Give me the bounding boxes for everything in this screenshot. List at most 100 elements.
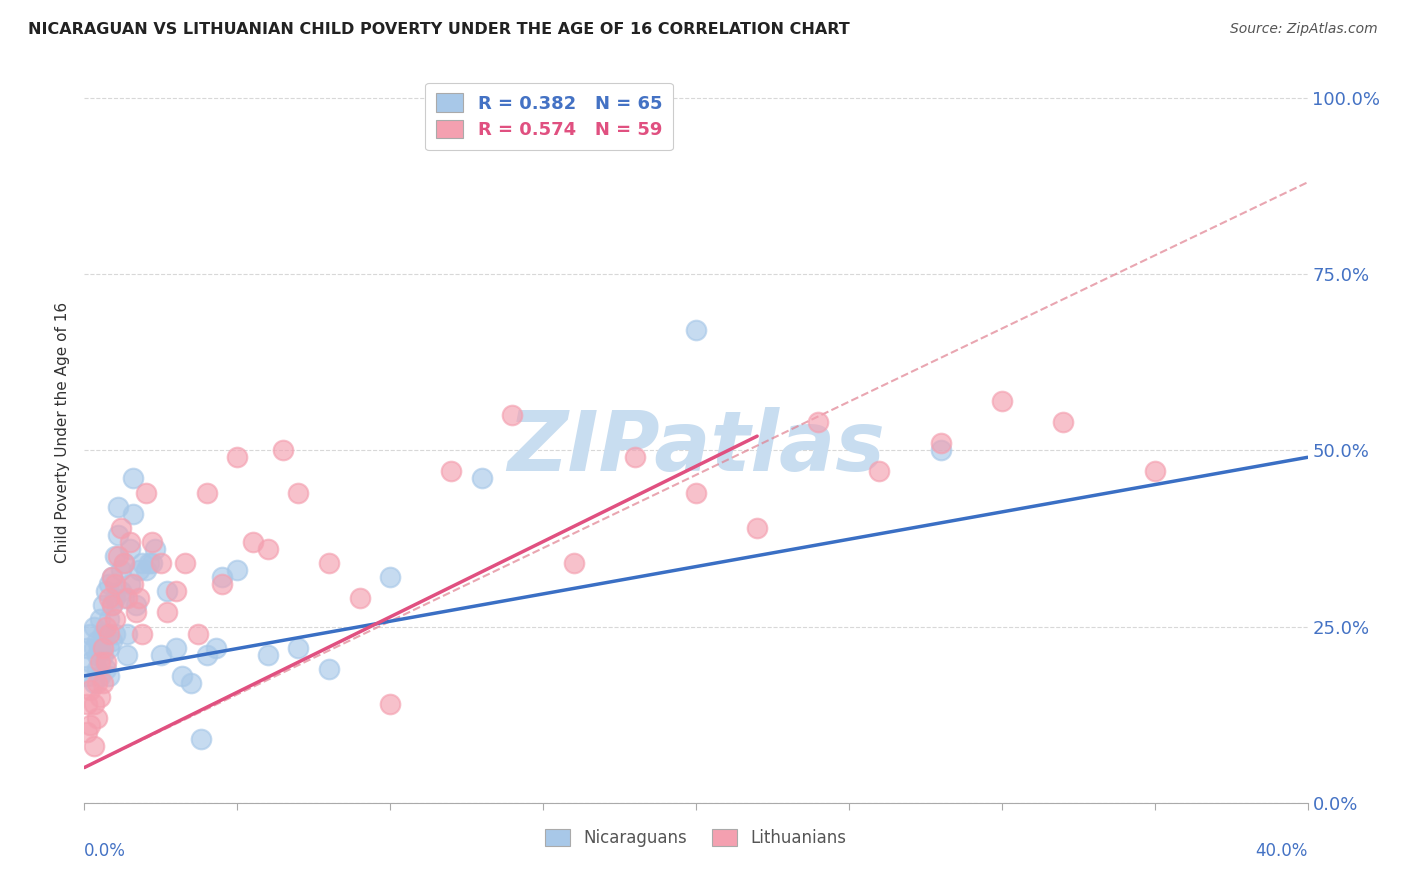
Point (186, 626, 208, 640)
Point (91, 626, 114, 640)
Point (89, 640, 111, 655)
Point (110, 521, 132, 535)
Point (97, 669, 120, 683)
Point (156, 584, 179, 599)
Point (502, 408, 524, 422)
Text: 0.0%: 0.0% (84, 842, 127, 860)
Point (104, 626, 127, 640)
Point (242, 535, 264, 549)
Point (156, 606, 179, 620)
Point (991, 393, 1014, 408)
Point (143, 541, 166, 556)
Point (135, 563, 157, 577)
Point (318, 662, 340, 676)
Point (94, 655, 117, 669)
Point (205, 640, 228, 655)
Point (86, 648, 108, 662)
Point (101, 599, 124, 613)
Point (94, 584, 117, 599)
Point (190, 732, 212, 747)
Point (685, 485, 707, 500)
Point (112, 591, 135, 606)
Point (125, 599, 148, 613)
Point (138, 556, 160, 570)
Point (165, 584, 187, 599)
Point (83, 640, 105, 655)
Point (180, 676, 202, 690)
Point (101, 570, 124, 584)
Point (76, 669, 98, 683)
Point (86, 662, 108, 676)
Y-axis label: Child Poverty Under the Age of 16: Child Poverty Under the Age of 16 (55, 302, 70, 563)
Point (76, 725, 98, 739)
Point (107, 528, 129, 542)
Point (120, 577, 142, 591)
Point (149, 648, 172, 662)
Point (211, 577, 233, 591)
Point (141, 535, 163, 549)
Point (91, 648, 114, 662)
Text: 40.0%: 40.0% (1256, 842, 1308, 860)
Point (101, 633, 124, 648)
Point (131, 556, 153, 570)
Point (97, 612, 120, 626)
Point (112, 556, 135, 570)
Point (211, 570, 233, 584)
Point (318, 556, 340, 570)
Point (929, 436, 952, 450)
Point (94, 619, 117, 633)
Point (83, 676, 105, 690)
Point (110, 584, 132, 599)
Point (471, 471, 494, 485)
Point (1143, 464, 1166, 478)
Point (83, 619, 105, 633)
Point (195, 485, 218, 500)
Point (94, 626, 117, 640)
Point (349, 591, 371, 606)
Point (115, 626, 138, 640)
Point (76, 640, 98, 655)
Point (79, 655, 101, 669)
Point (91, 676, 114, 690)
Text: NICARAGUAN VS LITHUANIAN CHILD POVERTY UNDER THE AGE OF 16 CORRELATION CHART: NICARAGUAN VS LITHUANIAN CHILD POVERTY U… (28, 22, 849, 37)
Point (226, 563, 249, 577)
Point (115, 591, 138, 606)
Text: ZIPatlas: ZIPatlas (508, 407, 884, 488)
Point (89, 690, 111, 704)
Point (149, 556, 172, 570)
Point (685, 323, 707, 337)
Point (101, 599, 124, 613)
Point (226, 450, 249, 465)
Point (120, 535, 142, 549)
Point (79, 626, 101, 640)
Point (287, 485, 309, 500)
Point (104, 577, 127, 591)
Point (107, 549, 129, 563)
Point (104, 549, 127, 563)
Point (174, 556, 197, 570)
Point (115, 648, 138, 662)
Point (195, 648, 218, 662)
Point (380, 570, 402, 584)
Point (165, 640, 187, 655)
Point (91, 599, 114, 613)
Point (89, 612, 111, 626)
Point (97, 640, 120, 655)
Point (131, 626, 153, 640)
Text: Source: ZipAtlas.com: Source: ZipAtlas.com (1230, 22, 1378, 37)
Point (76, 697, 98, 711)
Point (94, 662, 117, 676)
Point (122, 577, 145, 591)
Point (110, 563, 132, 577)
Point (112, 556, 135, 570)
Point (128, 591, 150, 606)
Point (89, 655, 111, 669)
Point (929, 443, 952, 458)
Point (97, 626, 120, 640)
Point (97, 577, 120, 591)
Point (86, 711, 108, 725)
Point (271, 443, 294, 458)
Point (747, 521, 769, 535)
Point (135, 485, 157, 500)
Point (122, 507, 145, 521)
